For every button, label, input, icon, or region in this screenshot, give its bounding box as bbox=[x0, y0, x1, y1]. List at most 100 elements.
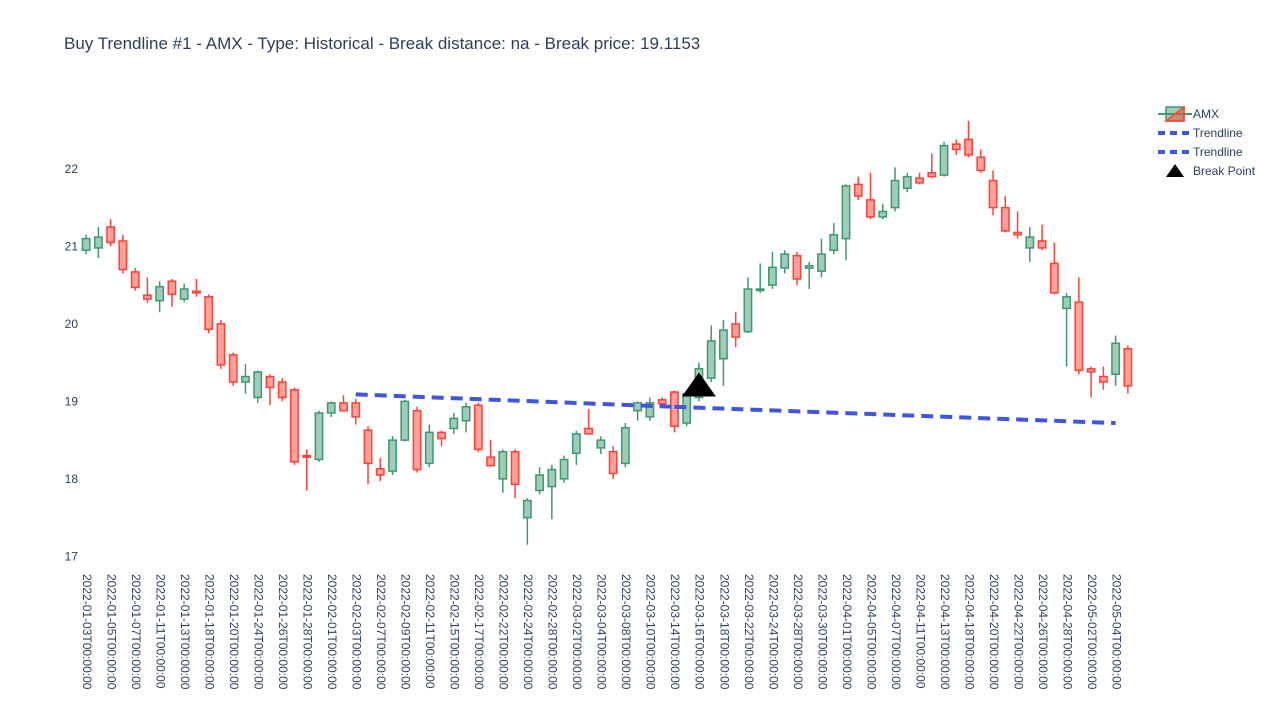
candle bbox=[314, 410, 324, 462]
candle-body bbox=[657, 399, 667, 405]
candle bbox=[951, 139, 961, 155]
x-tick-label: 2022-03-02T00:00:00 bbox=[570, 574, 584, 690]
candle bbox=[204, 294, 214, 334]
candle-body bbox=[645, 402, 655, 418]
candle bbox=[1049, 242, 1059, 295]
candle-body bbox=[339, 402, 348, 412]
legend[interactable]: AMX Trendline Trendline Break Point bbox=[1158, 105, 1256, 178]
x-tick-label: 2022-01-18T00:00:00 bbox=[203, 574, 217, 690]
candle bbox=[829, 223, 839, 255]
candle bbox=[866, 172, 875, 220]
candle bbox=[1000, 196, 1010, 233]
candle bbox=[192, 278, 201, 297]
legend-swatch-candle-down bbox=[1163, 105, 1185, 122]
candle bbox=[363, 426, 373, 485]
candle-body bbox=[535, 474, 545, 492]
candle-body bbox=[118, 240, 128, 271]
candle bbox=[768, 251, 777, 289]
x-tick-label: 2022-02-24T00:00:00 bbox=[521, 574, 535, 690]
candle bbox=[853, 176, 863, 200]
candle bbox=[645, 397, 655, 421]
candle-body bbox=[927, 172, 937, 178]
candle bbox=[228, 352, 238, 386]
candle-body bbox=[241, 375, 250, 383]
candle-body bbox=[375, 468, 385, 476]
candle-body bbox=[510, 451, 520, 486]
candle-body bbox=[620, 426, 630, 465]
candle-body bbox=[351, 402, 361, 418]
candle-body bbox=[633, 402, 643, 412]
candle bbox=[216, 320, 226, 369]
candle bbox=[804, 261, 814, 289]
candle bbox=[1037, 224, 1047, 251]
candle bbox=[669, 390, 679, 433]
candle-body bbox=[804, 265, 814, 269]
candle bbox=[620, 423, 630, 468]
candle bbox=[927, 153, 937, 179]
x-tick-label: 2022-04-22T00:00:00 bbox=[1011, 574, 1025, 690]
candle-body bbox=[878, 210, 888, 218]
legend-item[interactable]: Break Point bbox=[1166, 164, 1256, 178]
candle-body bbox=[1062, 296, 1072, 310]
legend-label: Trendline bbox=[1193, 126, 1243, 140]
x-tick-label: 2022-03-14T00:00:00 bbox=[668, 574, 682, 690]
legend-item[interactable]: Trendline bbox=[1158, 126, 1243, 140]
x-tick-label: 2022-02-09T00:00:00 bbox=[399, 574, 413, 690]
candle-body bbox=[596, 439, 606, 449]
candle-body bbox=[866, 199, 875, 218]
candle-body bbox=[1086, 368, 1096, 373]
x-tick-label: 2022-03-18T00:00:00 bbox=[717, 574, 731, 690]
candle-body bbox=[951, 143, 961, 151]
candle-body bbox=[314, 412, 324, 461]
candle bbox=[988, 170, 998, 216]
x-tick-label: 2022-05-04T00:00:00 bbox=[1109, 574, 1123, 690]
candle-body bbox=[559, 458, 569, 480]
candle bbox=[719, 320, 728, 386]
candle-body bbox=[706, 340, 716, 379]
break-point-series bbox=[681, 372, 716, 397]
candle bbox=[253, 370, 263, 403]
x-tick-label: 2022-01-24T00:00:00 bbox=[252, 574, 266, 690]
x-tick-label: 2022-04-07T00:00:00 bbox=[889, 574, 903, 690]
candle-body bbox=[167, 280, 177, 296]
candle-body bbox=[424, 431, 434, 465]
chart-title: Buy Trendline #1 - AMX - Type: Historica… bbox=[64, 34, 701, 53]
candle bbox=[633, 401, 643, 421]
candle-body bbox=[522, 499, 532, 519]
candle bbox=[596, 436, 606, 455]
x-tick-label: 2022-04-01T00:00:00 bbox=[840, 574, 854, 690]
candle-body bbox=[498, 451, 508, 480]
candle bbox=[878, 203, 888, 220]
candle-body bbox=[192, 290, 201, 294]
legend-item[interactable]: AMX bbox=[1158, 105, 1219, 122]
candle bbox=[608, 446, 618, 479]
x-tick-label: 2022-02-03T00:00:00 bbox=[350, 574, 364, 690]
x-tick-label: 2022-02-22T00:00:00 bbox=[497, 574, 511, 690]
candle-body bbox=[106, 226, 116, 244]
candle-body bbox=[547, 468, 557, 488]
candle bbox=[964, 120, 973, 158]
candle-body bbox=[608, 451, 618, 475]
candle-body bbox=[1111, 342, 1121, 375]
y-tick-label: 18 bbox=[65, 472, 79, 486]
candle bbox=[547, 464, 557, 520]
x-tick-label: 2022-01-11T00:00:00 bbox=[153, 574, 167, 689]
candle bbox=[780, 250, 790, 274]
candle-body bbox=[437, 431, 446, 440]
candle-body bbox=[326, 402, 336, 414]
legend-item[interactable]: Trendline bbox=[1158, 145, 1243, 159]
x-axis-ticks: 2022-01-03T00:00:00 2022-01-05T00:00:00 20… bbox=[80, 574, 1123, 690]
candle bbox=[265, 374, 275, 406]
candle-body bbox=[964, 138, 973, 156]
x-tick-label: 2022-01-03T00:00:00 bbox=[80, 574, 94, 690]
x-tick-label: 2022-03-30T00:00:00 bbox=[815, 574, 829, 690]
candle bbox=[93, 227, 103, 258]
candle bbox=[449, 413, 459, 434]
candle-body bbox=[228, 354, 238, 383]
x-tick-label: 2022-02-15T00:00:00 bbox=[448, 574, 462, 690]
candle bbox=[1098, 366, 1108, 390]
candle-body bbox=[829, 234, 839, 251]
candle bbox=[167, 278, 177, 307]
candle bbox=[106, 219, 116, 247]
y-tick-label: 22 bbox=[65, 162, 79, 176]
